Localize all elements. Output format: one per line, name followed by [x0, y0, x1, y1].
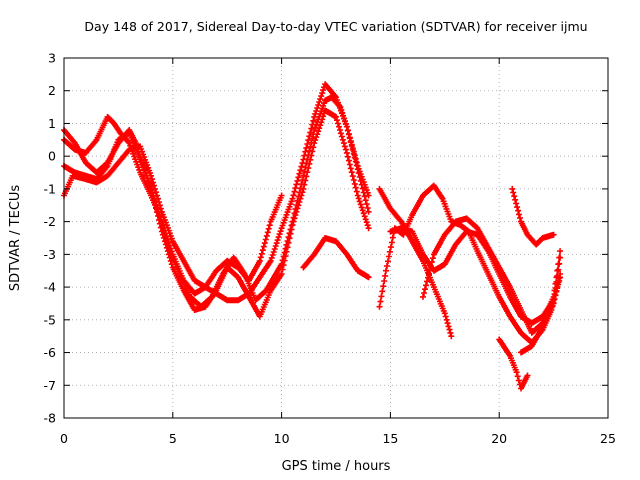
series-track-11 — [518, 271, 564, 356]
y-tick-label: -4 — [44, 280, 57, 295]
y-tick-label: 3 — [48, 51, 56, 66]
series-track-5 — [300, 235, 372, 281]
x-tick-label: 5 — [169, 431, 177, 446]
y-tick-label: -3 — [44, 247, 56, 262]
y-tick-label: -5 — [44, 312, 56, 327]
plus-markers — [61, 107, 372, 320]
x-tick-label: 10 — [274, 431, 290, 446]
y-tick-label: 0 — [48, 149, 56, 164]
plus-markers — [61, 94, 372, 310]
x-axis-label: GPS time / hours — [282, 459, 391, 474]
series-track-2 — [61, 94, 372, 310]
y-tick-labels: -8 -7 -6 -5 -4 -3 -2 -1 0 1 2 3 — [44, 51, 57, 426]
axis-ticks — [63, 57, 609, 419]
y-tick-label: 2 — [48, 83, 56, 98]
series-track-7 — [376, 185, 455, 340]
y-tick-label: -7 — [44, 378, 56, 393]
x-tick-label: 0 — [60, 431, 68, 446]
x-tick-label: 25 — [600, 431, 616, 446]
series-track-4 — [61, 107, 372, 320]
series-track-12 — [509, 185, 557, 248]
y-axis-label: SDTVAR / TECUs — [8, 185, 23, 292]
plus-markers — [300, 235, 372, 281]
series-track-10 — [496, 336, 531, 392]
y-tick-label: -8 — [44, 411, 57, 426]
data-layer — [61, 81, 564, 392]
plus-markers — [518, 271, 564, 356]
y-tick-label: -1 — [44, 181, 56, 196]
x-tick-label: 15 — [382, 431, 398, 446]
x-tick-labels: 0 5 10 15 20 25 — [60, 431, 616, 446]
x-tick-label: 20 — [491, 431, 507, 446]
plot-frame — [63, 57, 609, 419]
plus-markers — [509, 185, 557, 248]
y-tick-label: -6 — [44, 345, 57, 360]
chart-title: Day 148 of 2017, Sidereal Day-to-day VTE… — [84, 19, 587, 34]
y-tick-label: 1 — [48, 116, 56, 131]
grid — [64, 58, 608, 418]
y-tick-label: -2 — [44, 214, 56, 229]
series-track-8 — [387, 225, 564, 327]
plus-markers — [376, 185, 455, 340]
plus-markers — [496, 336, 531, 392]
